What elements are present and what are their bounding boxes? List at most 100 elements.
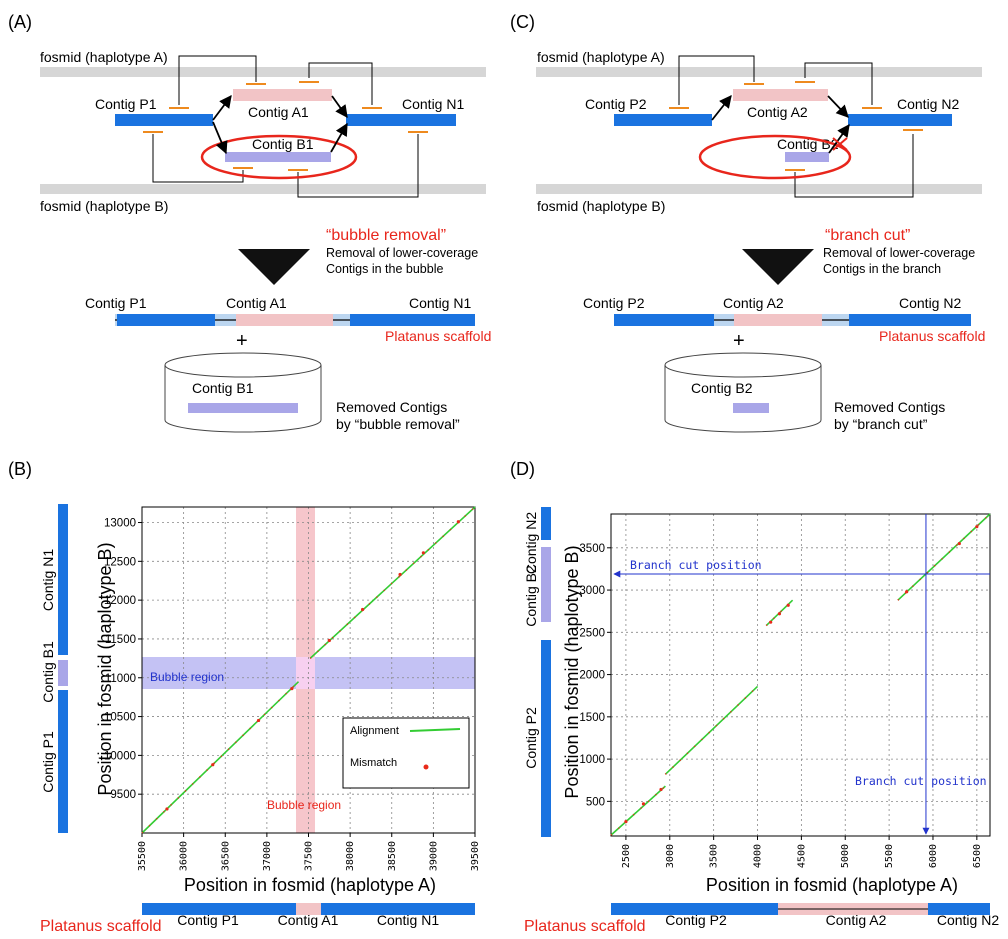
side-contig-n2 xyxy=(541,507,551,540)
mismatch-point xyxy=(957,541,961,546)
read-ticks xyxy=(143,81,428,171)
fosmid-a-bar-c xyxy=(536,67,982,77)
contig-b1-label: Contig B1 xyxy=(252,136,314,152)
scaffold-a1 xyxy=(236,314,333,326)
fosmid-a-label-c: fosmid (haplotype A) xyxy=(537,49,665,65)
y-tick-label: 500 xyxy=(586,796,605,808)
bottom-scaffold-name-d: Platanus scaffold xyxy=(524,918,646,935)
bubble-label-h: Bubble region xyxy=(150,670,224,684)
contig-p1-label: Contig P1 xyxy=(95,96,157,112)
alignment-segment xyxy=(664,685,759,775)
plot-d-area xyxy=(611,514,990,836)
y-tick-label: 9500 xyxy=(110,789,136,801)
read-ticks-c xyxy=(669,81,923,171)
x-tick-label: 37000 xyxy=(262,841,273,871)
contig-n2-label: Contig N2 xyxy=(897,96,959,112)
mismatch-point xyxy=(905,590,909,594)
alignment-segment xyxy=(141,681,300,834)
mismatch-point xyxy=(398,572,402,577)
alignment-segment xyxy=(610,785,666,836)
scaffold-n1-label: Contig N1 xyxy=(409,295,471,311)
contig-n1-label: Contig N1 xyxy=(402,96,464,112)
plot-d-marks xyxy=(610,513,991,836)
scaffold-p1 xyxy=(117,314,215,326)
contig-p2-label: Contig P2 xyxy=(585,96,647,112)
scaffold-p2-label: Contig P2 xyxy=(583,295,645,311)
x-tick-label: 36000 xyxy=(179,841,190,871)
y-tick-label: 1500 xyxy=(579,712,605,724)
panel-a: (A) fosmid (haplotype A) fosmid (haploty… xyxy=(8,12,491,433)
removed-caption-2: by “bubble removal” xyxy=(336,416,460,432)
panel-d: (D) 2500 3000 3500 4000 4500 5000 5500 6000 6500… xyxy=(510,459,999,935)
panel-a-label: (A) xyxy=(8,12,32,32)
fosmid-a-bar xyxy=(40,67,486,77)
scaffold-p1-label: Contig P1 xyxy=(85,295,147,311)
y-tick-label: 3500 xyxy=(579,543,605,555)
legend-mismatch-label: Mismatch xyxy=(350,757,397,769)
bubble-label-v: Bubble region xyxy=(267,798,341,812)
x-tick-label: 5000 xyxy=(840,844,851,868)
op-desc-2: Contigs in the bubble xyxy=(326,262,443,276)
branch-label-h: Branch cut position xyxy=(630,558,762,572)
contig-a2 xyxy=(733,89,828,101)
side-contig-n1 xyxy=(58,504,68,655)
side-label-n1: Contig N1 xyxy=(40,549,56,611)
plot-b-xlabel: Position in fosmid (haplotype A) xyxy=(184,875,436,895)
y-tick-label: 11500 xyxy=(105,634,136,646)
y-tick-label: 2000 xyxy=(579,670,605,682)
scaffold-n1 xyxy=(350,314,475,326)
removed-caption-1-c: Removed Contigs xyxy=(834,399,945,415)
y-tick-label: 3000 xyxy=(579,585,605,597)
x-tick-label: 3500 xyxy=(709,844,720,868)
bottom-label-n2: Contig N2 xyxy=(937,912,999,928)
panel-d-label: (D) xyxy=(510,459,535,479)
contig-a2-label: Contig A2 xyxy=(747,104,808,120)
x-tick-label: 38000 xyxy=(345,841,356,871)
mismatch-point xyxy=(290,687,294,691)
y-tick-label: 10500 xyxy=(104,712,136,724)
branch-label-v: Branch cut position xyxy=(855,774,987,788)
mismatch-point xyxy=(975,525,979,529)
op-desc-2-c: Contigs in the branch xyxy=(823,262,941,276)
y-tick-label: 12500 xyxy=(104,556,136,568)
contig-n1 xyxy=(346,114,456,126)
mismatch-point xyxy=(659,787,663,792)
removed-b2-label: Contig B2 xyxy=(691,380,753,396)
mismatch-point xyxy=(769,620,773,624)
bottom-label-p1: Contig P1 xyxy=(177,912,239,928)
x-tick-label: 2500 xyxy=(621,844,632,868)
alignment-segment xyxy=(897,513,991,601)
y-tick-label: 11000 xyxy=(105,673,136,685)
mismatch-point xyxy=(361,607,365,612)
side-label-b1: Contig B1 xyxy=(40,641,56,703)
mismatch-point xyxy=(456,520,460,524)
mismatch-point xyxy=(641,802,646,806)
bubble-overlap xyxy=(296,657,315,689)
op-title-c: “branch cut” xyxy=(825,227,910,244)
scaffold-n2 xyxy=(849,314,971,326)
branch-cut-lines xyxy=(613,514,990,835)
bottom-contig-a1 xyxy=(296,903,321,915)
mismatch-point xyxy=(327,638,331,643)
scaffold-n2-label: Contig N2 xyxy=(899,295,961,311)
graph-arrows xyxy=(212,94,348,155)
branch-ellipse xyxy=(698,134,852,180)
process-arrow xyxy=(238,249,310,285)
removed-b1 xyxy=(188,403,298,413)
removed-b2 xyxy=(733,403,769,413)
fosmid-b-bar xyxy=(40,184,486,194)
contig-a1 xyxy=(233,89,332,101)
scaffold-name: Platanus scaffold xyxy=(385,328,491,344)
plot-d-ticks: 2500 3000 3500 4000 4500 5000 5500 6000 6500 500 1… xyxy=(579,543,982,868)
x-tick-label: 39000 xyxy=(428,841,439,871)
mismatch-point xyxy=(624,820,628,824)
contig-a1-label: Contig A1 xyxy=(248,104,309,120)
side-label-p1: Contig P1 xyxy=(40,731,56,793)
op-desc-1: Removal of lower-coverage xyxy=(326,246,478,260)
process-arrow-c xyxy=(742,249,814,285)
read-pair-links-c xyxy=(678,55,914,198)
removed-b1-label: Contig B1 xyxy=(192,380,254,396)
y-tick-label: 10000 xyxy=(104,750,136,762)
fosmid-b-label-c: fosmid (haplotype B) xyxy=(537,198,665,214)
